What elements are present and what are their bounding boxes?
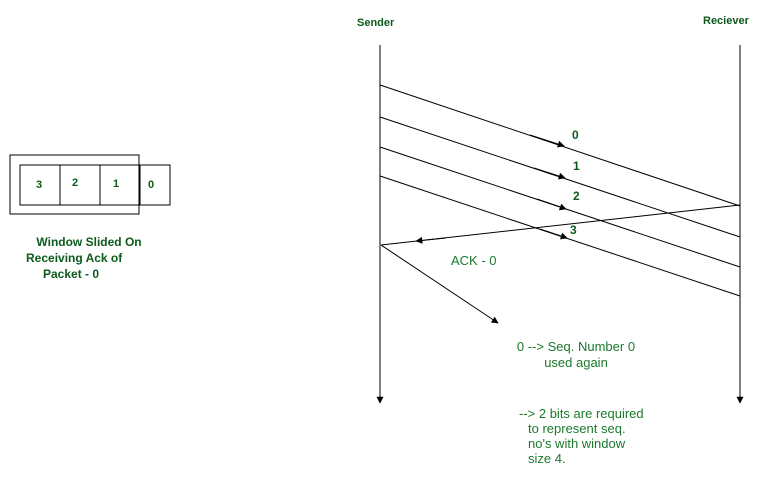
reuse-note-line-1: 0 --> Seq. Number 0 — [516, 339, 636, 354]
window-caption-line-2: Receiving Ack of — [26, 251, 123, 265]
window-caption: Window Slided On Receiving Ack of Packet… — [14, 234, 164, 282]
ack-0-label: ACK - 0 — [451, 253, 497, 268]
ack-0-arrow — [415, 236, 447, 244]
packet-0-label: 0 — [572, 128, 579, 142]
window-cell-0-label: 0 — [148, 179, 155, 191]
window-cell-2 — [59, 164, 101, 206]
bits-note: --> 2 bits are required to represent seq… — [519, 406, 644, 466]
reuse-seq-0-arrow — [380, 244, 499, 324]
packet-0-arrow — [529, 134, 565, 148]
window-cell-1-label: 1 — [113, 178, 120, 190]
window-cell-1 — [99, 164, 141, 206]
bits-note-line-2: to represent seq. — [528, 421, 626, 436]
bits-note-line-3: no's with window — [528, 436, 626, 451]
window-caption-line-3: Packet - 0 — [43, 267, 100, 281]
packet-1-label: 1 — [573, 159, 580, 173]
window-cell-3-label: 3 — [36, 179, 43, 191]
bits-note-line-1: --> 2 bits are required — [519, 406, 644, 421]
window-frame — [9, 154, 140, 215]
packet-1-line — [379, 116, 741, 238]
bits-note-line-4: size 4. — [528, 451, 566, 466]
packet-2-label: 2 — [573, 189, 580, 203]
packet-3-arrow — [539, 228, 568, 240]
packet-0-line — [379, 84, 741, 207]
sender-label: Sender — [357, 17, 395, 29]
reuse-note-line-2: used again — [544, 355, 608, 370]
reuse-note: 0 --> Seq. Number 0 used again — [506, 339, 646, 371]
window-caption-line-1: Window Slided On — [36, 235, 142, 249]
packet-2-arrow — [536, 198, 567, 211]
receiver-label: Reciever — [703, 15, 749, 27]
packet-1-arrow — [533, 167, 566, 180]
window-cell-2-label: 2 — [72, 177, 79, 189]
window-cell-0 — [139, 164, 171, 206]
packet-3-label: 3 — [570, 223, 577, 237]
